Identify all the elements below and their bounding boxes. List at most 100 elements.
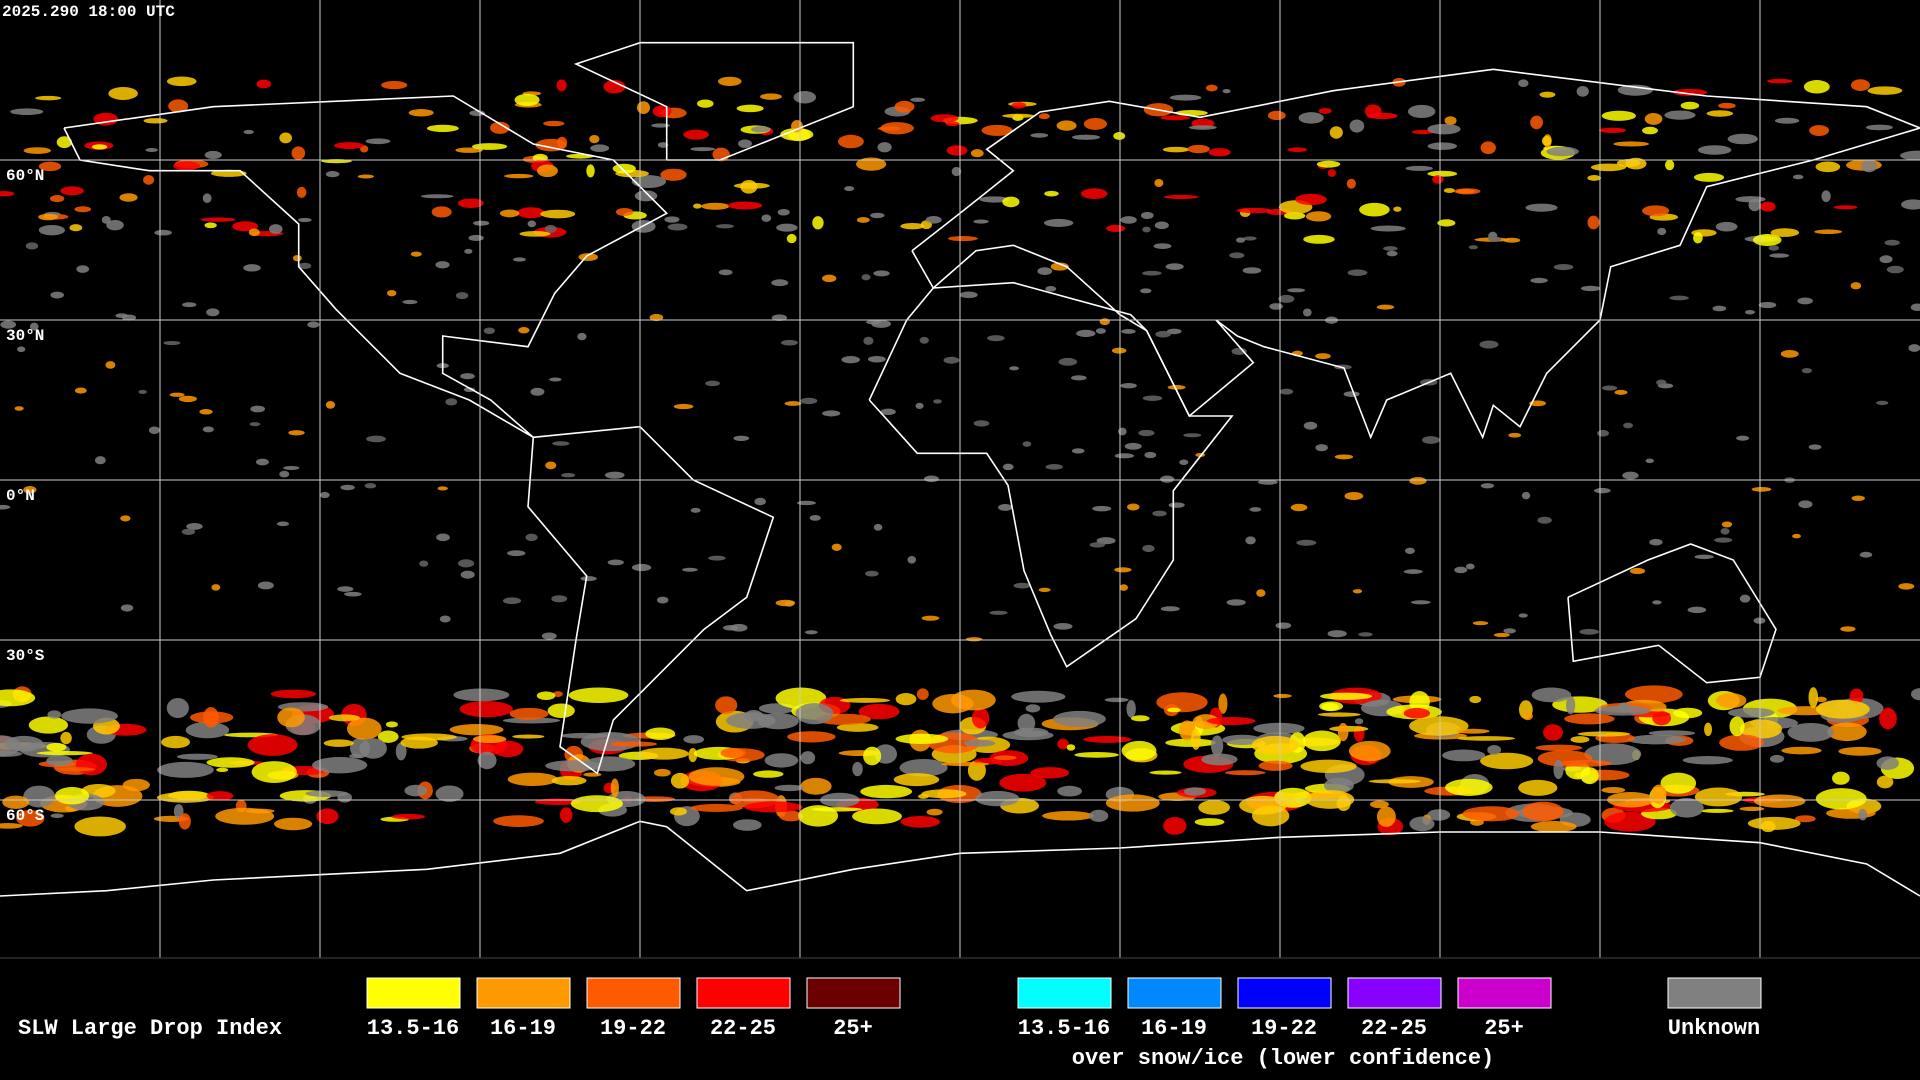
cloud-patch xyxy=(1792,174,1804,180)
cloud-patch xyxy=(784,401,802,406)
cloud-patch xyxy=(119,193,138,202)
cloud-patch xyxy=(1522,801,1564,822)
cloud-patch xyxy=(560,732,609,739)
cloud-patch xyxy=(951,166,962,177)
cloud-patch xyxy=(1011,690,1066,703)
cloud-patch xyxy=(1826,807,1876,819)
cloud-patch xyxy=(907,555,917,564)
cloud-patch xyxy=(1383,246,1398,251)
cloud-patch xyxy=(1849,688,1864,704)
cloud-patch xyxy=(200,217,236,222)
cloud-patch xyxy=(1156,692,1208,713)
legend-caption: over snow/ice (lower confidence) xyxy=(1072,1046,1494,1071)
cloud-patch xyxy=(1208,148,1231,157)
cloud-patch xyxy=(38,213,59,221)
cloud-patch xyxy=(120,515,131,522)
cloud-patch xyxy=(1794,815,1816,823)
cloud-patch xyxy=(1787,722,1834,742)
cloud-patch xyxy=(1407,104,1436,118)
cloud-patch xyxy=(1886,265,1904,274)
cloud-patch xyxy=(328,714,361,722)
cloud-patch xyxy=(1348,740,1391,762)
cloud-patch xyxy=(708,555,726,561)
cloud-patch xyxy=(1850,282,1862,290)
cloud-patch xyxy=(615,208,634,217)
cloud-patch xyxy=(1318,107,1332,114)
cloud-patch xyxy=(1114,567,1132,573)
cloud-patch xyxy=(154,229,172,236)
cloud-patch xyxy=(288,430,305,436)
cloud-patch xyxy=(1721,521,1733,528)
cloud-patch xyxy=(856,217,870,223)
cloud-patch xyxy=(1124,442,1142,450)
cloud-patch xyxy=(963,739,996,747)
cloud-patch xyxy=(900,816,941,828)
cloud-patch xyxy=(420,194,454,199)
cloud-patch xyxy=(257,581,274,590)
cloud-patch xyxy=(507,550,526,557)
cloud-patch xyxy=(458,559,475,568)
legend-label: 22-25 xyxy=(1361,1016,1427,1041)
cloud-patch xyxy=(1295,193,1327,206)
cloud-patch xyxy=(307,321,320,328)
cloud-patch xyxy=(1884,239,1900,246)
cloud-patch xyxy=(863,336,874,345)
cloud-patch xyxy=(701,202,730,210)
cloud-patch xyxy=(1729,716,1745,737)
cloud-patch xyxy=(1727,133,1758,145)
cloud-patch xyxy=(1386,250,1398,257)
cloud-patch xyxy=(50,813,64,819)
cloud-patch xyxy=(693,203,702,209)
cloud-patch xyxy=(1693,232,1703,244)
cloud-patch xyxy=(754,497,766,506)
cloud-patch xyxy=(319,491,330,499)
cloud-patch xyxy=(517,207,545,219)
cloud-patch xyxy=(1096,537,1116,545)
cloud-patch xyxy=(541,632,557,640)
cloud-patch xyxy=(1298,112,1324,124)
cloud-patch xyxy=(793,91,817,104)
cloud-patch xyxy=(1319,701,1344,712)
cloud-patch xyxy=(852,761,863,777)
cloud-patch xyxy=(1682,756,1733,765)
cloud-patch xyxy=(439,615,451,623)
cloud-patch xyxy=(1236,207,1272,214)
cloud-patch xyxy=(1251,735,1299,755)
cloud-patch xyxy=(1879,707,1897,730)
cloud-patch xyxy=(1205,84,1218,92)
cloud-patch xyxy=(915,402,924,409)
cloud-patch xyxy=(1405,165,1433,171)
legend-swatch xyxy=(1017,977,1112,1009)
cloud-patch xyxy=(204,222,217,229)
cloud-patch xyxy=(1693,172,1725,182)
cloud-patch xyxy=(1022,441,1032,447)
cloud-patch xyxy=(38,161,62,172)
cloud-patch xyxy=(1160,606,1180,612)
cloud-patch xyxy=(1427,142,1458,150)
cloud-patch xyxy=(1071,448,1085,454)
cloud-patch xyxy=(463,387,476,393)
cloud-patch xyxy=(23,785,56,808)
cloud-patch xyxy=(514,93,540,107)
cloud-patch xyxy=(36,751,93,756)
cloud-patch xyxy=(518,327,530,334)
cloud-patch xyxy=(1587,175,1602,181)
cloud-patch xyxy=(1142,544,1155,553)
cloud-patch xyxy=(1911,688,1920,701)
cloud-patch xyxy=(1735,196,1766,203)
cloud-patch xyxy=(1346,178,1356,189)
cloud-patch xyxy=(94,456,106,465)
cloud-patch xyxy=(1066,744,1076,751)
cloud-patch xyxy=(216,767,229,772)
cloud-patch xyxy=(1694,787,1743,807)
cloud-patch xyxy=(1153,243,1172,250)
cloud-patch xyxy=(210,169,247,177)
cloud-patch xyxy=(1183,787,1206,796)
cloud-patch xyxy=(274,817,313,831)
cloud-patch xyxy=(249,422,261,427)
cloud-patch xyxy=(1656,379,1667,386)
cloud-patch xyxy=(1657,227,1667,236)
cloud-patch xyxy=(460,570,475,579)
cloud-patch xyxy=(381,81,408,90)
cloud-patch xyxy=(1480,141,1496,155)
